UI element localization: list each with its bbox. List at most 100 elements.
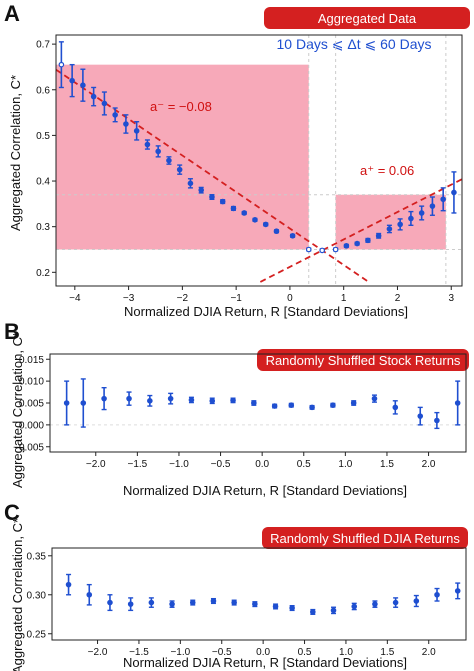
panel-c: C Randomly Shuffled DJIA Returns Normali… [4,500,468,671]
data-point [155,148,161,155]
x-tick-label: −1.5 [129,647,149,658]
data-point [408,215,414,222]
y-tick-label: 0.25 [27,629,47,640]
panel-a-badge-text: Aggregated Data [318,11,417,26]
panel-c-badge-text: Randomly Shuffled DJIA Returns [270,531,460,546]
data-point [148,599,155,606]
data-point [350,400,357,406]
fit-annotation-right: a⁺ = 0.06 [360,163,414,178]
data-point [434,591,440,598]
x-tick-label: 2.0 [422,647,436,658]
data-point [187,180,194,187]
data-point [209,398,216,404]
data-point [189,599,196,606]
x-tick-label: −0.5 [211,459,231,470]
panel-a: A Aggregated Data 10 Days ⩽ Δt ⩽ 60 Days… [4,1,470,319]
data-point [392,404,399,411]
x-tick-label: −0.5 [212,647,232,658]
data-point [330,402,336,408]
panel-a-badge [264,7,470,29]
panel-c-badge [262,527,468,549]
data-point [305,246,312,253]
data-point [230,205,237,212]
data-point [434,417,440,424]
fit-line-right [259,178,463,283]
data-point [365,237,371,244]
data-point [198,187,204,193]
x-tick-label: −4 [69,293,81,304]
x-tick-label: 1.5 [380,647,394,658]
y-tick-label: 0.005 [19,399,44,410]
shaded-region-1 [335,194,446,250]
data-point [63,400,70,406]
x-tick-label: −1.0 [169,459,189,470]
panel-b: B Randomly Shuffled Stock Returns Normal… [4,319,469,498]
fit-annotation-left: a⁻ = −0.08 [150,99,212,114]
x-tick-label: −1.5 [127,459,147,470]
data-point [351,603,358,610]
data-point [330,607,337,614]
data-point [169,601,175,607]
data-point [429,203,436,209]
data-point [288,402,295,408]
data-point [147,398,153,404]
data-point [80,400,87,406]
fit-line-left [55,68,369,283]
x-tick-label: 0.0 [255,459,269,470]
y-tick-label: −0.005 [13,442,44,453]
data-point [386,226,393,232]
plot-frame [55,34,463,287]
data-point [80,82,86,89]
data-point [65,581,72,588]
panel-b-badge-text: Randomly Shuffled Stock Returns [266,353,461,368]
data-point [392,599,399,606]
data-point [371,395,378,402]
x-tick-label: 1.5 [380,459,394,470]
data-point [289,605,295,611]
data-point [90,93,97,100]
panel-c-ylabel: Aggregated Correlation, C* [10,518,25,671]
data-point [210,598,217,604]
x-tick-label: 3 [448,293,454,304]
data-point [310,609,316,615]
data-point [272,603,279,610]
data-point [176,166,183,173]
data-point [289,233,296,239]
panel-a-window-label: 10 Days ⩽ Δt ⩽ 60 Days [277,36,432,52]
y-tick-label: 0.3 [36,222,50,233]
data-point [252,217,258,223]
y-tick-label: 0.010 [19,377,44,388]
data-point [440,196,446,203]
data-point [375,233,382,239]
data-point [251,400,257,406]
x-tick-label: −1 [230,293,242,304]
data-point [451,189,457,196]
data-point [69,77,75,84]
x-tick-label: 1 [341,293,347,304]
panel-a-letter: A [4,1,20,26]
data-point [262,221,269,228]
data-point [332,246,339,253]
panel-b-xlabel: Normalized DJIA Return, R [Standard Devi… [123,483,407,498]
data-point [397,221,403,228]
data-point [167,395,174,402]
data-point [144,141,151,148]
data-point [454,400,461,406]
data-point [58,61,65,68]
data-point [271,403,278,409]
data-point [319,247,325,254]
x-tick-label: 0 [287,293,293,304]
data-point [252,601,258,607]
x-tick-label: 1.0 [338,459,352,470]
y-tick-label: 0.000 [19,420,44,431]
data-point [354,240,360,247]
x-tick-label: −2.0 [86,459,106,470]
data-point [417,413,424,419]
data-point [219,198,226,205]
y-tick-label: 0.7 [36,40,50,51]
y-tick-label: 0.6 [36,85,50,96]
data-point [107,599,113,606]
data-point [343,243,350,249]
data-point [413,598,420,604]
x-tick-label: −3 [123,293,135,304]
